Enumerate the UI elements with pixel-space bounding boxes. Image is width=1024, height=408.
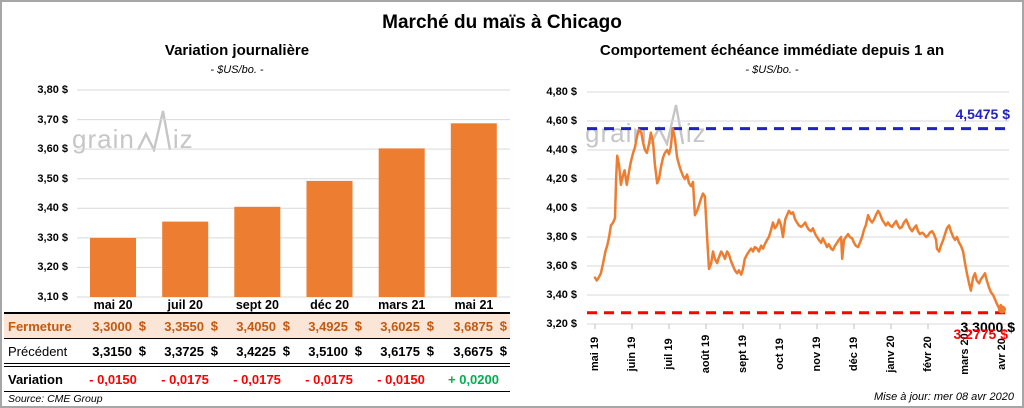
left-x-axis-label: mai 21 — [454, 298, 494, 312]
table-cell: 3,6025 $ — [365, 313, 437, 339]
last-price-label: 3,3000 $ — [960, 319, 1016, 335]
right-x-axis-label: juil 19 — [663, 338, 675, 370]
last-point-marker — [998, 305, 1006, 314]
right-y-tick-label: 3,20 $ — [546, 318, 577, 330]
left-chart-subtitle: - $US/bo. - — [210, 64, 264, 76]
source-note: Source: CME Group — [8, 393, 103, 405]
watermark-left: grain iz — [72, 108, 194, 152]
table-cell: 3,3550 $ — [149, 313, 221, 339]
table-cell: 3,4225 $ — [221, 338, 293, 367]
low-ref-label: 3,2775 $ — [953, 326, 1009, 342]
left-y-tick-label: 3,10 $ — [37, 290, 68, 303]
right-y-tick-label: 4,80 $ — [546, 86, 577, 98]
row-label: Précédent — [4, 338, 77, 367]
table-cell: - 0,0150 — [365, 365, 437, 392]
right-chart-subtitle: - $US/bo. - — [745, 64, 799, 76]
left-y-tick-label: 3,20 $ — [37, 261, 68, 274]
left-x-axis-label: déc 20 — [310, 298, 350, 312]
left-y-tick-label: 3,50 $ — [37, 172, 68, 185]
right-y-tick-label: 4,40 $ — [546, 144, 577, 156]
page-title: Marché du maïs à Chicago — [382, 12, 622, 33]
table-cell: 3,6875 $ — [437, 313, 510, 339]
left-x-axis-label: juil 20 — [167, 298, 203, 312]
bar-mai-21 — [450, 123, 497, 297]
left-y-tick-label: 3,70 $ — [37, 113, 68, 126]
line-chart-plot — [587, 91, 1009, 329]
watermark-zigzag-icon — [649, 104, 685, 146]
table-cell: 3,3000 $ — [77, 313, 149, 339]
right-x-axis-label: juin 19 — [626, 336, 638, 372]
bar-mai-20 — [90, 237, 136, 297]
price-line — [593, 127, 1004, 311]
left-x-axis-label: sept 20 — [235, 298, 279, 312]
watermark-text: grain — [72, 124, 135, 154]
right-x-axis-label: sept 19 — [737, 335, 749, 373]
left-y-tick-label: 3,80 $ — [37, 84, 68, 96]
watermark-zigzag-icon — [136, 110, 172, 152]
left-x-axis-label: mars 21 — [378, 298, 426, 312]
watermark-text: iz — [172, 124, 194, 154]
table-cell: - 0,0175 — [221, 365, 293, 392]
bar-mars-21 — [378, 148, 425, 297]
right-y-tick-label: 4,00 $ — [546, 202, 577, 214]
table-cell: 3,4050 $ — [221, 313, 293, 339]
high-ref-label: 4,5475 $ — [955, 106, 1011, 122]
table-cell: - 0,0150 — [77, 365, 149, 392]
right-y-tick-label: 4,20 $ — [546, 173, 577, 185]
right-x-axis-label: oct 19 — [774, 338, 786, 370]
bar-juil-20 — [162, 221, 209, 297]
table-cell: 3,5100 $ — [293, 338, 365, 367]
bar-chart-plot — [77, 89, 510, 298]
left-y-tick-label: 3,30 $ — [37, 231, 68, 244]
table-row-precedent: Précédent 3,3150 $ 3,3725 $ 3,4225 $ 3,5100… — [4, 338, 510, 367]
right-chart-title: Comportement échéance immédiate depuis 1… — [599, 42, 945, 59]
table-cell: 3,6175 $ — [365, 338, 437, 367]
table-cell: 3,4925 $ — [293, 313, 365, 339]
left-x-axis-label: mai 20 — [93, 298, 133, 312]
right-y-tick-label: 4,60 $ — [546, 115, 577, 127]
right-x-axis-label: nov 19 — [811, 336, 823, 372]
left-y-tick-label: 3,60 $ — [37, 143, 68, 156]
table-row-variation: Variation - 0,0150 - 0,0175 - 0,0175 - 0… — [4, 365, 510, 392]
left-chart-title: Variation journalière — [164, 42, 310, 59]
right-x-axis-label: août 19 — [700, 334, 712, 374]
quotes-table: Fermeture 3,3000 $ 3,3550 $ 3,4050 $ 3,4925… — [4, 312, 510, 392]
table-cell: - 0,0175 — [293, 365, 365, 392]
table-cell: 3,3725 $ — [149, 338, 221, 367]
bar-sept-20 — [234, 206, 281, 297]
right-y-tick-label: 3,60 $ — [546, 260, 577, 272]
right-x-axis-label: déc 19 — [848, 336, 860, 372]
watermark-text: iz — [685, 118, 707, 148]
row-label: Variation — [4, 365, 77, 392]
update-note: Mise à jour: mer 08 avr 2020 — [873, 391, 1014, 403]
left-y-tick-label: 3,40 $ — [37, 202, 68, 215]
table-cell: - 0,0175 — [149, 365, 221, 392]
right-y-tick-label: 3,40 $ — [546, 289, 577, 301]
table-row-fermeture: Fermeture 3,3000 $ 3,3550 $ 3,4050 $ 3,4925… — [4, 313, 510, 339]
right-y-tick-label: 3,80 $ — [546, 231, 577, 243]
table-cell: 3,6675 $ — [437, 338, 510, 367]
right-x-axis-label: mai 19 — [589, 336, 601, 372]
table-cell: + 0,0200 — [437, 365, 510, 392]
table-cell: 3,3150 $ — [77, 338, 149, 367]
bar-déc-20 — [306, 180, 353, 297]
row-label: Fermeture — [4, 313, 77, 339]
